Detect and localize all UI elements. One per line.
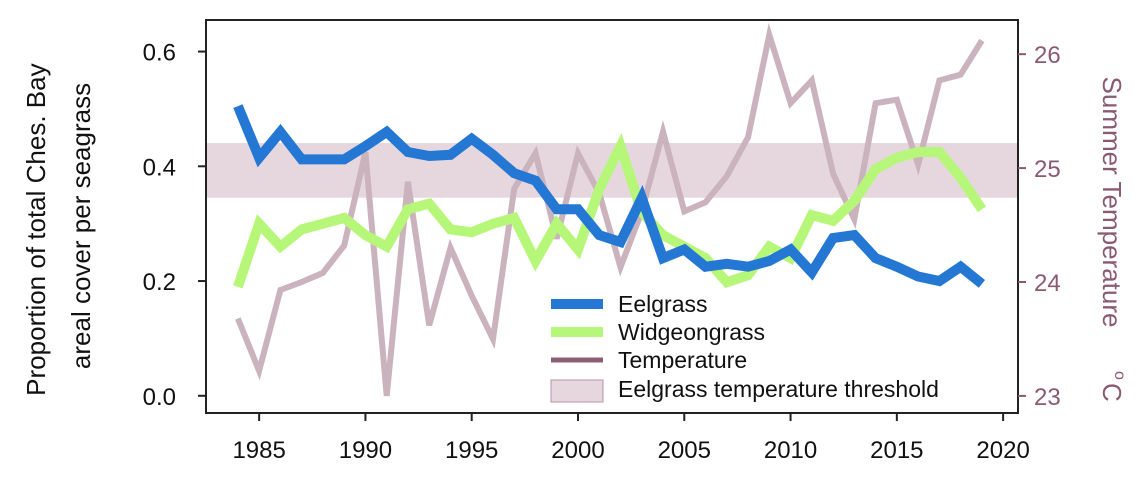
x-axis-ticks: 1985 1990 1995 2000 2005 2010 2015 2020 xyxy=(232,413,1030,464)
legend-label-threshold: Eelgrass temperature threshold xyxy=(618,376,939,402)
widgeongrass-line xyxy=(233,132,987,289)
left-y-axis-ticks: 0.0 0.2 0.4 0.6 xyxy=(143,40,206,411)
x-tick-label: 1985 xyxy=(232,437,285,464)
right-y-tick-label: 23 xyxy=(1034,384,1061,411)
x-tick-label: 2000 xyxy=(551,437,604,464)
legend-label-eelgrass: Eelgrass xyxy=(618,291,707,317)
eelgrass-line xyxy=(233,104,986,288)
plot-frame xyxy=(205,19,1019,414)
x-tick-label: 2020 xyxy=(976,437,1029,464)
right-y-axis-label-unit-degree: o xyxy=(1111,371,1128,380)
legend-label-widgeongrass: Widgeongrass xyxy=(618,319,765,345)
x-tick-label: 1990 xyxy=(339,437,392,464)
right-y-tick-label: 24 xyxy=(1034,270,1061,297)
right-y-tick-label: 25 xyxy=(1034,156,1061,183)
left-y-axis-label: Proportion of total Ches. Bay areal cove… xyxy=(21,56,96,396)
left-y-axis-label-line-2: areal cover per seagrass xyxy=(66,83,96,369)
left-y-tick-label: 0.4 xyxy=(143,154,176,181)
right-y-axis-ticks: 23 24 25 26 xyxy=(1018,42,1061,411)
legend-label-temperature: Temperature xyxy=(618,347,747,373)
x-tick-label: 2010 xyxy=(764,437,817,464)
left-y-tick-label: 0.6 xyxy=(143,40,176,67)
right-y-axis-label-text: Summer Temperature xyxy=(1097,77,1127,328)
right-y-axis-label-unit: C xyxy=(1097,383,1127,402)
x-tick-label: 1995 xyxy=(445,437,498,464)
legend-swatch-threshold xyxy=(550,379,604,403)
x-tick-label: 2015 xyxy=(870,437,923,464)
temperature-line xyxy=(235,22,985,397)
left-y-tick-label: 0.2 xyxy=(143,269,176,296)
right-y-tick-label: 26 xyxy=(1034,42,1061,69)
legend: Eelgrass Widgeongrass Temperature Eelgra… xyxy=(550,291,939,403)
x-tick-label: 2005 xyxy=(658,437,711,464)
left-y-axis-label-line-1: Proportion of total Ches. Bay xyxy=(21,63,51,395)
right-y-axis-label: Summer Temperature o C xyxy=(1097,77,1128,402)
left-y-tick-label: 0.0 xyxy=(143,384,176,411)
